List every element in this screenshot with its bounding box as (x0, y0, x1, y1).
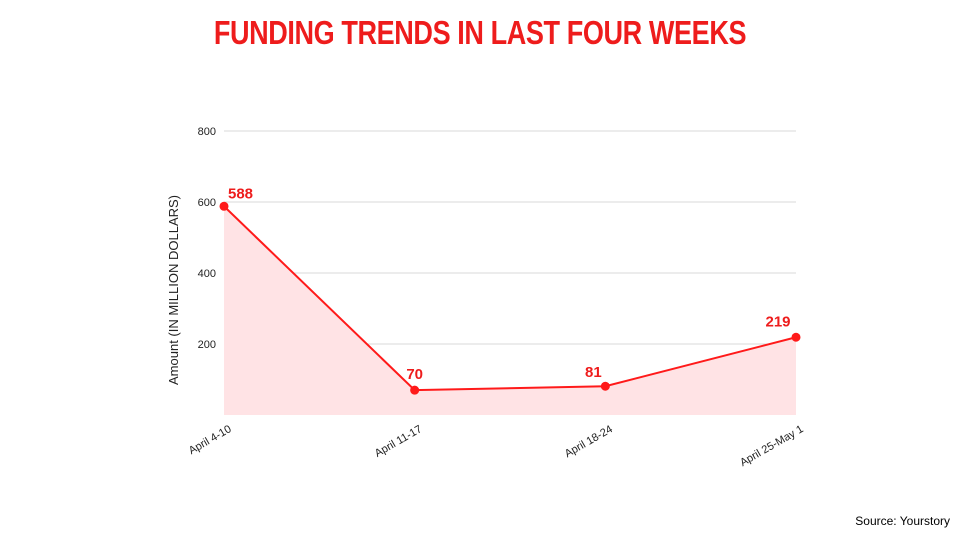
data-point (791, 332, 801, 342)
data-point (410, 385, 420, 395)
x-tick-label: April 25-May 1 (738, 423, 805, 469)
chart-title: FUNDING TRENDS IN LAST FOUR WEEKS (213, 14, 747, 51)
x-tick-label: April 11-17 (373, 423, 424, 460)
data-label: 219 (765, 313, 790, 330)
y-axis-title: Amount (IN MILLION DOLLARS) (166, 195, 181, 385)
y-tick-label: 200 (198, 339, 216, 351)
data-label: 588 (228, 185, 253, 202)
x-tick-label: April 18-24 (563, 423, 615, 460)
area-fill (224, 206, 796, 415)
y-axis-ticks: 200 400 600 800 (198, 126, 216, 351)
source-note: Source: Yourstory (855, 514, 950, 528)
data-point (219, 201, 229, 211)
x-axis-ticks: April 4-10 April 11-17 April 18-24 April 25… (187, 423, 806, 469)
y-tick-label: 800 (198, 126, 216, 138)
funding-line (223, 205, 797, 392)
data-point (600, 381, 610, 391)
data-label: 70 (406, 366, 423, 383)
data-points (219, 201, 801, 395)
x-tick-label: April 4-10 (187, 423, 234, 457)
data-labels: 588 70 81 219 (228, 185, 791, 383)
y-tick-label: 600 (198, 197, 216, 209)
data-label: 81 (585, 364, 602, 381)
y-tick-label: 400 (198, 268, 216, 280)
